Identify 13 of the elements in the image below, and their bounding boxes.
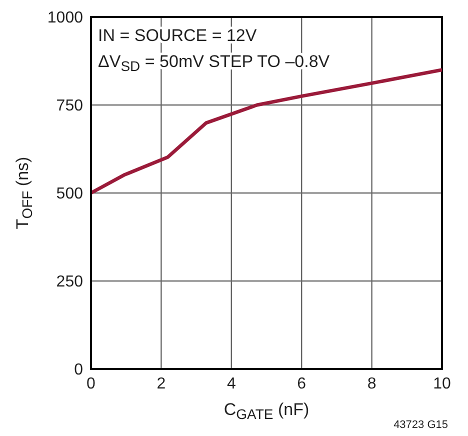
y-tick-label: 250 <box>56 274 84 291</box>
y-tick-label: 750 <box>56 98 84 115</box>
x-tick-label: 8 <box>367 375 376 392</box>
text: 43723 G15 <box>394 419 448 431</box>
y-tick-label: 1000 <box>47 10 84 27</box>
x-tick-label: 4 <box>226 375 236 392</box>
y-tick-label: 0 <box>74 362 84 379</box>
x-tick-label: 2 <box>156 375 166 392</box>
x-tick-label: 0 <box>86 375 96 392</box>
x-axis-title: C$_{GATE}$ (nF) <box>224 400 310 422</box>
x-tick-label: 6 <box>297 375 306 392</box>
x-tick-label: 10 <box>433 375 451 392</box>
y-tick-label: 500 <box>56 186 84 203</box>
